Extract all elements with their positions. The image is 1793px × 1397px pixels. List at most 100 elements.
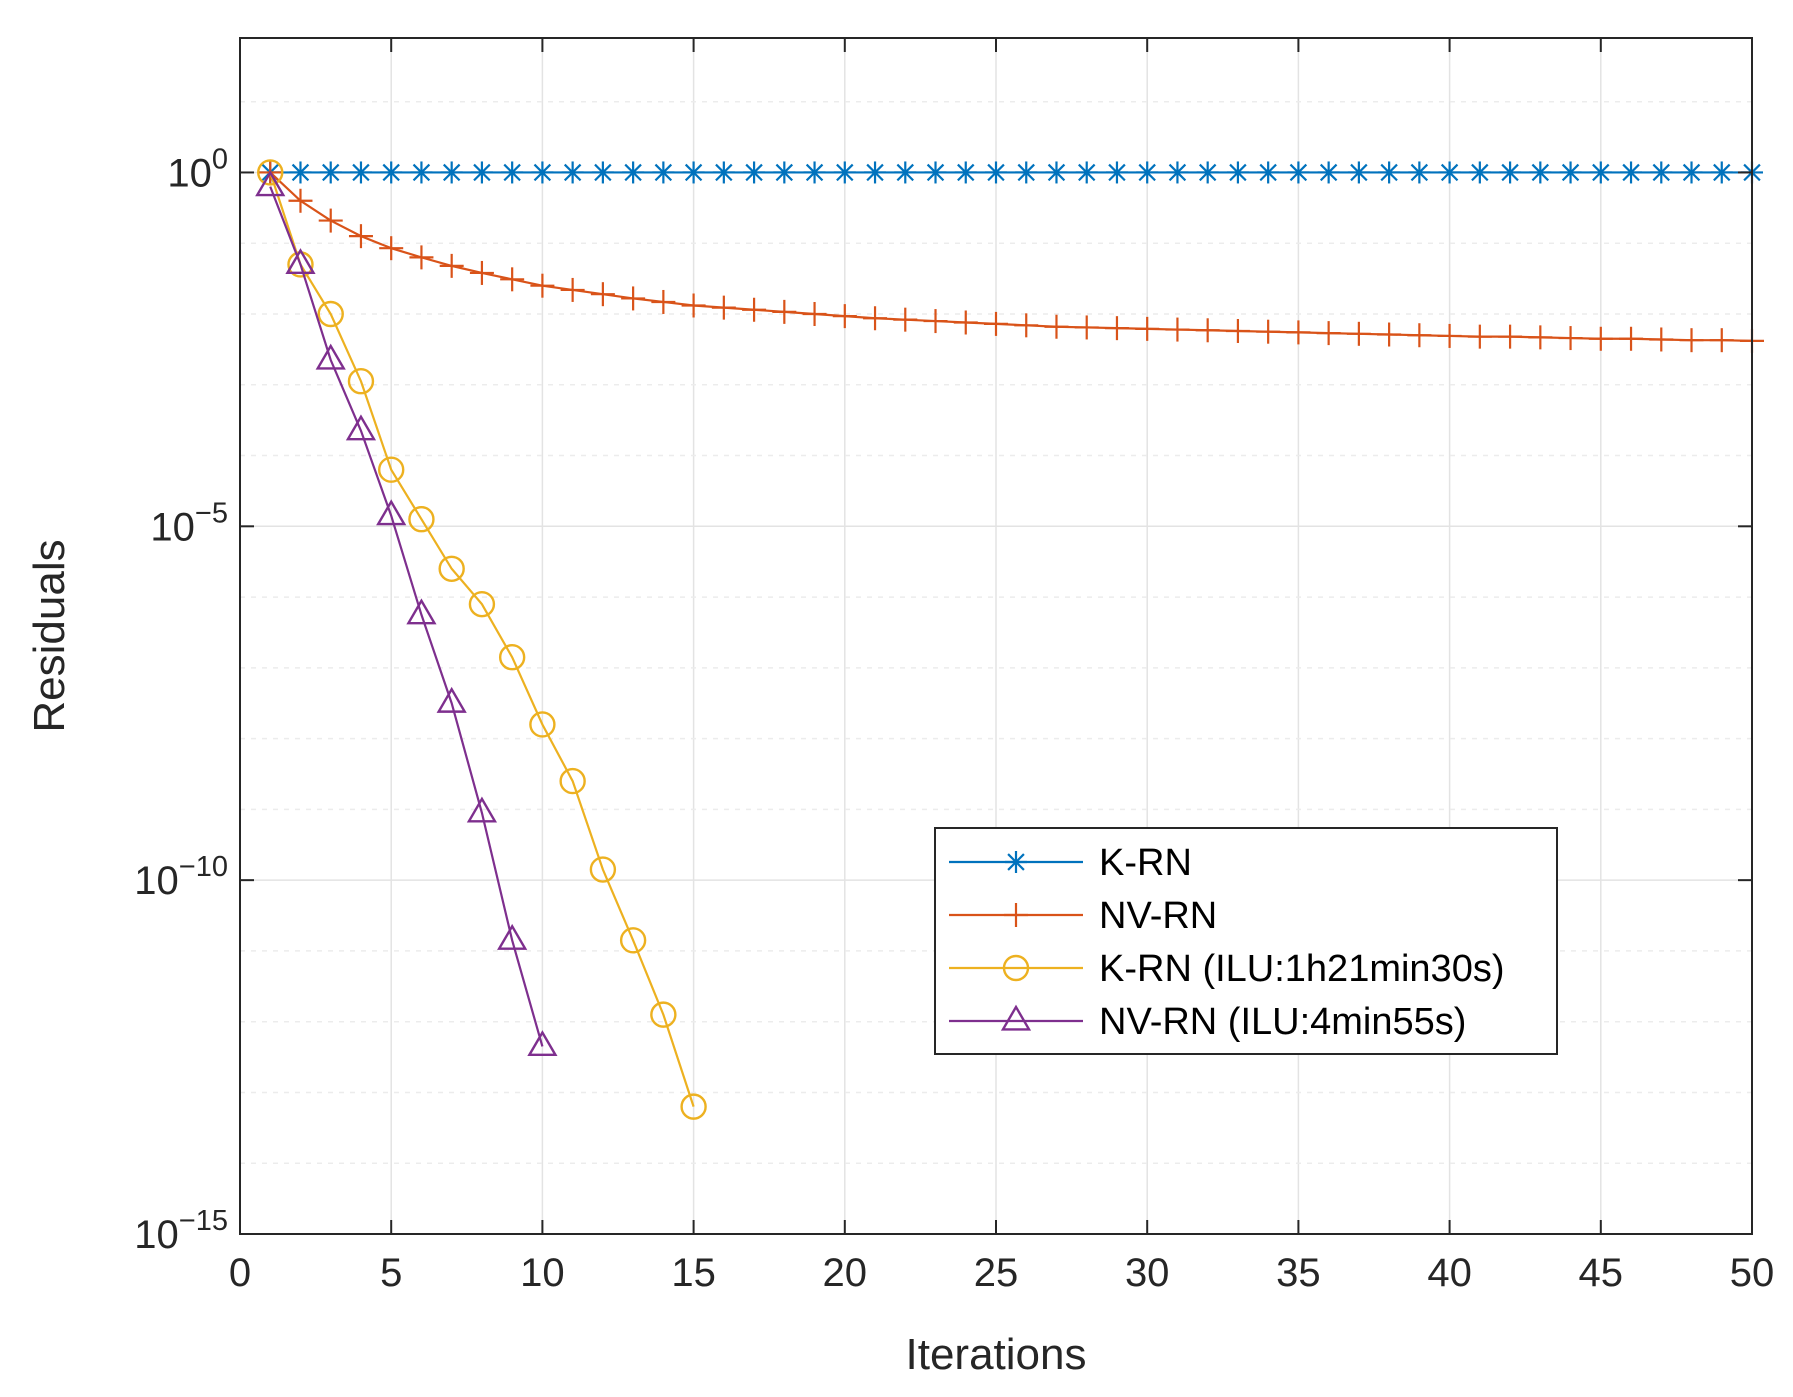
marker-shape [589,856,617,883]
data-point [863,306,888,331]
data-point [1256,319,1281,344]
x-tick-label: 40 [1427,1251,1472,1295]
marker-stroke [1410,163,1429,182]
data-point [802,302,827,326]
data-point [1195,318,1220,343]
data-point [742,297,767,322]
data-point [561,161,584,184]
data-point [772,299,797,324]
data-point [1287,161,1310,184]
marker-shape [436,686,467,713]
marker-shape [408,506,435,533]
data-point [560,277,585,302]
legend-marker [1000,1004,1032,1031]
marker-shape [650,1001,677,1028]
data-point [1074,315,1099,340]
y-tick-exponent: −15 [179,1205,228,1237]
marker-shape [1002,954,1030,982]
data-point [410,161,433,184]
marker-stroke [1229,163,1247,182]
data-point [985,161,1007,184]
data-point [379,236,404,261]
marker-stroke [1561,163,1580,182]
data-point [289,161,312,184]
data-point [285,248,316,275]
data-point [1015,161,1038,184]
data-point [803,161,826,184]
marker-stroke [836,163,854,182]
marker-shape [317,300,344,328]
marker-stroke [684,163,703,182]
ticks [239,38,1753,1235]
marker-shape [285,248,316,275]
marker-stroke [1592,163,1610,182]
series-nv-rn-ilu-4min55s [255,170,558,1057]
marker-stroke [594,163,612,182]
marker-stroke [775,163,794,182]
y-tick-label: 10−10 [134,851,228,903]
marker-shape [376,499,407,526]
data-point [1135,316,1160,341]
legend-marker [1002,954,1030,982]
marker-stroke [1471,163,1489,182]
data-point [682,161,705,184]
data-point [257,159,284,186]
marker-shape [529,711,556,738]
x-tick-label: 5 [380,1251,402,1295]
marker-stroke [563,163,582,182]
legend-item: K-RN (ILU:1h21min30s) [949,948,1504,990]
data-point [255,170,286,197]
marker-stroke [1652,163,1670,182]
legend-box [934,827,1558,1055]
data-point [680,1093,707,1120]
x-tick-label: 35 [1276,1251,1321,1295]
data-point [1709,328,1734,353]
marker-stroke [352,163,370,182]
marker-shape [680,1093,707,1120]
data-point [1467,324,1492,349]
marker-shape [466,796,498,823]
data-point [406,598,437,625]
data-point [529,711,556,738]
data-point [466,796,498,823]
marker-shape [468,590,496,618]
data-point [1136,161,1159,184]
marker-stroke [926,163,945,182]
legend-label: K-RN (ILU:1h21min30s) [1099,948,1504,990]
data-point [590,282,615,307]
data-point [864,161,887,184]
data-point [619,927,647,954]
marker-stroke [624,163,642,182]
data-point [1317,161,1340,184]
marker-shape [527,1030,558,1057]
marker-stroke [896,163,914,182]
data-point [893,307,918,332]
y-tick-exponent: −5 [195,497,228,529]
data-point [924,161,947,184]
x-tick-label: 10 [520,1251,565,1295]
data-point [1559,161,1582,184]
data-point [1044,314,1069,339]
data-point [923,309,948,334]
data-point [954,161,977,184]
data-point [681,293,706,318]
data-point [1437,323,1462,348]
legend-label: K-RN [1099,842,1192,884]
legend-label: NV-RN (ILU:4min55s) [1099,1001,1466,1043]
legend-label: NV-RN [1099,895,1217,937]
marker-stroke [382,163,400,182]
data-point [1438,161,1461,184]
y-tick-label: 10−15 [134,1205,228,1257]
y-axis-label: Residuals [25,539,74,732]
series-k-rn-ilu-1h21min30s [257,159,707,1120]
marker-shape [378,456,405,483]
data-point [1014,313,1039,338]
data-point [1710,161,1733,184]
marker-shape [619,927,647,954]
data-point [436,686,467,713]
marker-stroke [1440,163,1459,182]
y-tick-exponent: −10 [179,851,228,883]
data-point [348,224,373,249]
data-point [378,456,405,483]
